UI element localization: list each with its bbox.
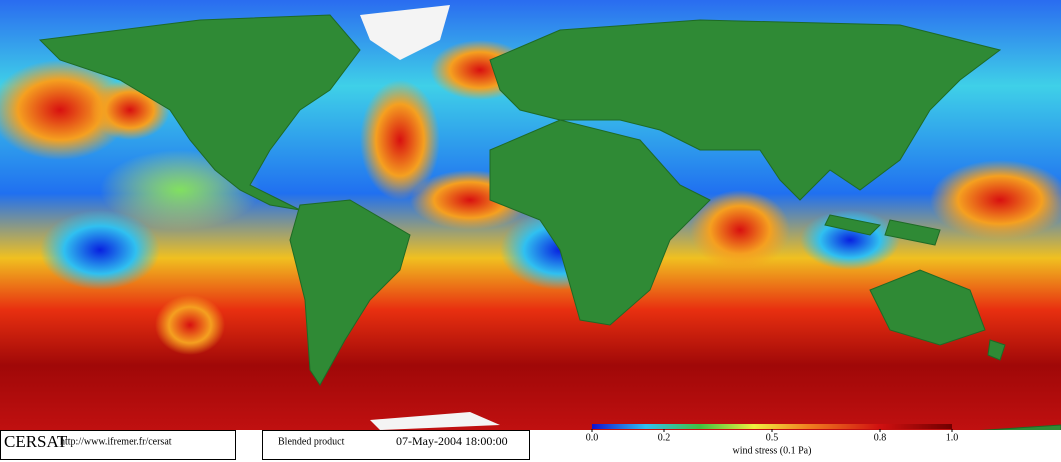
colorbar-tick-label: 0.8: [874, 432, 887, 443]
url: http://www.ifremer.fr/cersat: [60, 436, 172, 447]
colorbar-tick-label: 1.0: [946, 432, 959, 443]
brand-box: [0, 430, 236, 460]
colorbar-label: wind stress (0.1 Pa): [733, 445, 812, 456]
colorbar: wind stress (0.1 Pa): [592, 424, 952, 456]
land: [38, 14, 1061, 462]
colorbar-tick-label: 0.2: [658, 432, 671, 443]
colorbar-ramp: [592, 424, 952, 429]
product-box: [262, 430, 530, 460]
colorbar-tick-label: 0.0: [586, 432, 599, 443]
colorbar-tick-label: 0.5: [766, 432, 779, 443]
datetime: 07-May-2004 18:00:00: [396, 434, 508, 448]
brand: CERSAT: [4, 432, 68, 451]
product: Blended product: [278, 436, 345, 447]
